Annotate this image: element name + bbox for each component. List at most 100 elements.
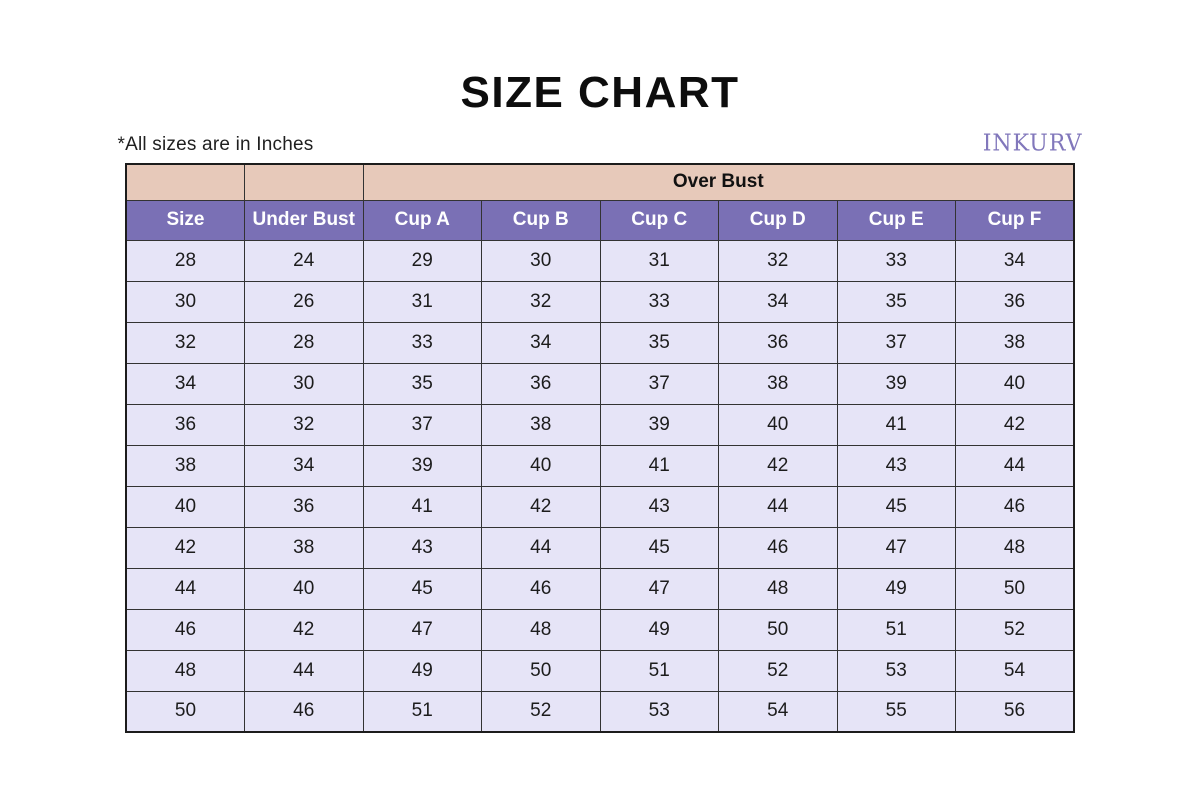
size-value-cell: 28 <box>125 239 245 282</box>
brand-logo: INKURV <box>982 130 1083 157</box>
size-value-cell: 32 <box>244 403 364 446</box>
size-value-cell: 52 <box>481 690 601 733</box>
size-value-cell: 39 <box>599 403 719 446</box>
size-value-cell: 26 <box>244 280 364 323</box>
size-value-cell: 42 <box>244 608 364 651</box>
size-value-cell: 47 <box>836 526 956 569</box>
table-row: 30 26 31 32 33 34 35 36 <box>125 280 1075 323</box>
size-value-cell: 29 <box>362 239 482 282</box>
size-value-cell: 33 <box>836 239 956 282</box>
size-value-cell: 35 <box>836 280 956 323</box>
size-value-cell: 32 <box>718 239 838 282</box>
column-header: Cup A <box>362 199 482 241</box>
size-value-cell: 43 <box>599 485 719 528</box>
size-value-cell: 36 <box>481 362 601 405</box>
size-value-cell: 44 <box>955 444 1075 487</box>
size-value-cell: 32 <box>481 280 601 323</box>
size-value-cell: 52 <box>955 608 1075 651</box>
size-value-cell: 44 <box>125 567 245 610</box>
size-value-cell: 49 <box>836 567 956 610</box>
size-value-cell: 44 <box>718 485 838 528</box>
table-row: 48 44 49 50 51 52 53 54 <box>125 649 1075 692</box>
size-value-cell: 30 <box>125 280 245 323</box>
size-value-cell: 50 <box>955 567 1075 610</box>
size-value-cell: 40 <box>718 403 838 446</box>
table-row: 44 40 45 46 47 48 49 50 <box>125 567 1075 610</box>
size-value-cell: 24 <box>244 239 364 282</box>
size-value-cell: 46 <box>718 526 838 569</box>
size-value-cell: 38 <box>718 362 838 405</box>
size-value-cell: 38 <box>125 444 245 487</box>
size-value-cell: 45 <box>362 567 482 610</box>
size-value-cell: 42 <box>955 403 1075 446</box>
column-header: Cup F <box>955 199 1075 241</box>
column-header: Cup B <box>481 199 601 241</box>
size-value-cell: 38 <box>955 321 1075 364</box>
size-value-cell: 41 <box>836 403 956 446</box>
size-value-cell: 41 <box>599 444 719 487</box>
size-value-cell: 56 <box>955 690 1075 733</box>
size-value-cell: 30 <box>244 362 364 405</box>
table-row: 28 24 29 30 31 32 33 34 <box>125 239 1075 282</box>
size-value-cell: 36 <box>718 321 838 364</box>
size-value-cell: 35 <box>599 321 719 364</box>
size-value-cell: 37 <box>362 403 482 446</box>
size-value-cell: 51 <box>836 608 956 651</box>
column-header: Cup E <box>836 199 956 241</box>
size-value-cell: 36 <box>955 280 1075 323</box>
size-value-cell: 50 <box>481 649 601 692</box>
column-header: Under Bust <box>244 199 364 241</box>
table-row: 36 32 37 38 39 40 41 42 <box>125 403 1075 446</box>
size-value-cell: 36 <box>244 485 364 528</box>
size-value-cell: 54 <box>718 690 838 733</box>
size-value-cell: 42 <box>718 444 838 487</box>
size-value-cell: 40 <box>125 485 245 528</box>
size-value-cell: 32 <box>125 321 245 364</box>
size-value-cell: 28 <box>244 321 364 364</box>
size-value-cell: 34 <box>481 321 601 364</box>
size-value-cell: 34 <box>718 280 838 323</box>
size-value-cell: 36 <box>125 403 245 446</box>
size-value-cell: 38 <box>481 403 601 446</box>
size-value-cell: 35 <box>362 362 482 405</box>
size-value-cell: 33 <box>599 280 719 323</box>
size-value-cell: 38 <box>244 526 364 569</box>
size-value-cell: 48 <box>125 649 245 692</box>
size-value-cell: 31 <box>362 280 482 323</box>
size-value-cell: 43 <box>362 526 482 569</box>
size-value-cell: 39 <box>362 444 482 487</box>
size-value-cell: 37 <box>836 321 956 364</box>
size-value-cell: 51 <box>362 690 482 733</box>
table-row: 34 30 35 36 37 38 39 40 <box>125 362 1075 405</box>
size-value-cell: 45 <box>836 485 956 528</box>
size-value-cell: 44 <box>244 649 364 692</box>
table-row: 40 36 41 42 43 44 45 46 <box>125 485 1075 528</box>
column-header: Cup C <box>599 199 719 241</box>
group-header-spacer <box>244 163 364 201</box>
size-value-cell: 40 <box>955 362 1075 405</box>
size-value-cell: 54 <box>955 649 1075 692</box>
size-value-cell: 34 <box>125 362 245 405</box>
size-value-cell: 46 <box>481 567 601 610</box>
over-bust-group-header: Over Bust <box>362 163 1075 201</box>
group-header-spacer <box>125 163 245 201</box>
units-note: *All sizes are in Inches <box>117 134 314 156</box>
size-value-cell: 42 <box>125 526 245 569</box>
size-value-cell: 51 <box>599 649 719 692</box>
size-value-cell: 31 <box>599 239 719 282</box>
size-value-cell: 50 <box>125 690 245 733</box>
size-value-cell: 34 <box>955 239 1075 282</box>
size-value-cell: 41 <box>362 485 482 528</box>
size-value-cell: 48 <box>955 526 1075 569</box>
table-body: 28 24 29 30 31 32 33 34 30 26 31 32 33 34 35 36 32 28 33 34… <box>125 239 1075 733</box>
size-value-cell: 43 <box>836 444 956 487</box>
table-row: 46 42 47 48 49 50 51 52 <box>125 608 1075 651</box>
size-value-cell: 45 <box>599 526 719 569</box>
size-value-cell: 40 <box>481 444 601 487</box>
size-value-cell: 39 <box>836 362 956 405</box>
meta-row: *All sizes are in Inches INKURV <box>117 130 1083 157</box>
table-row: 50 46 51 52 53 54 55 56 <box>125 690 1075 733</box>
size-value-cell: 49 <box>599 608 719 651</box>
